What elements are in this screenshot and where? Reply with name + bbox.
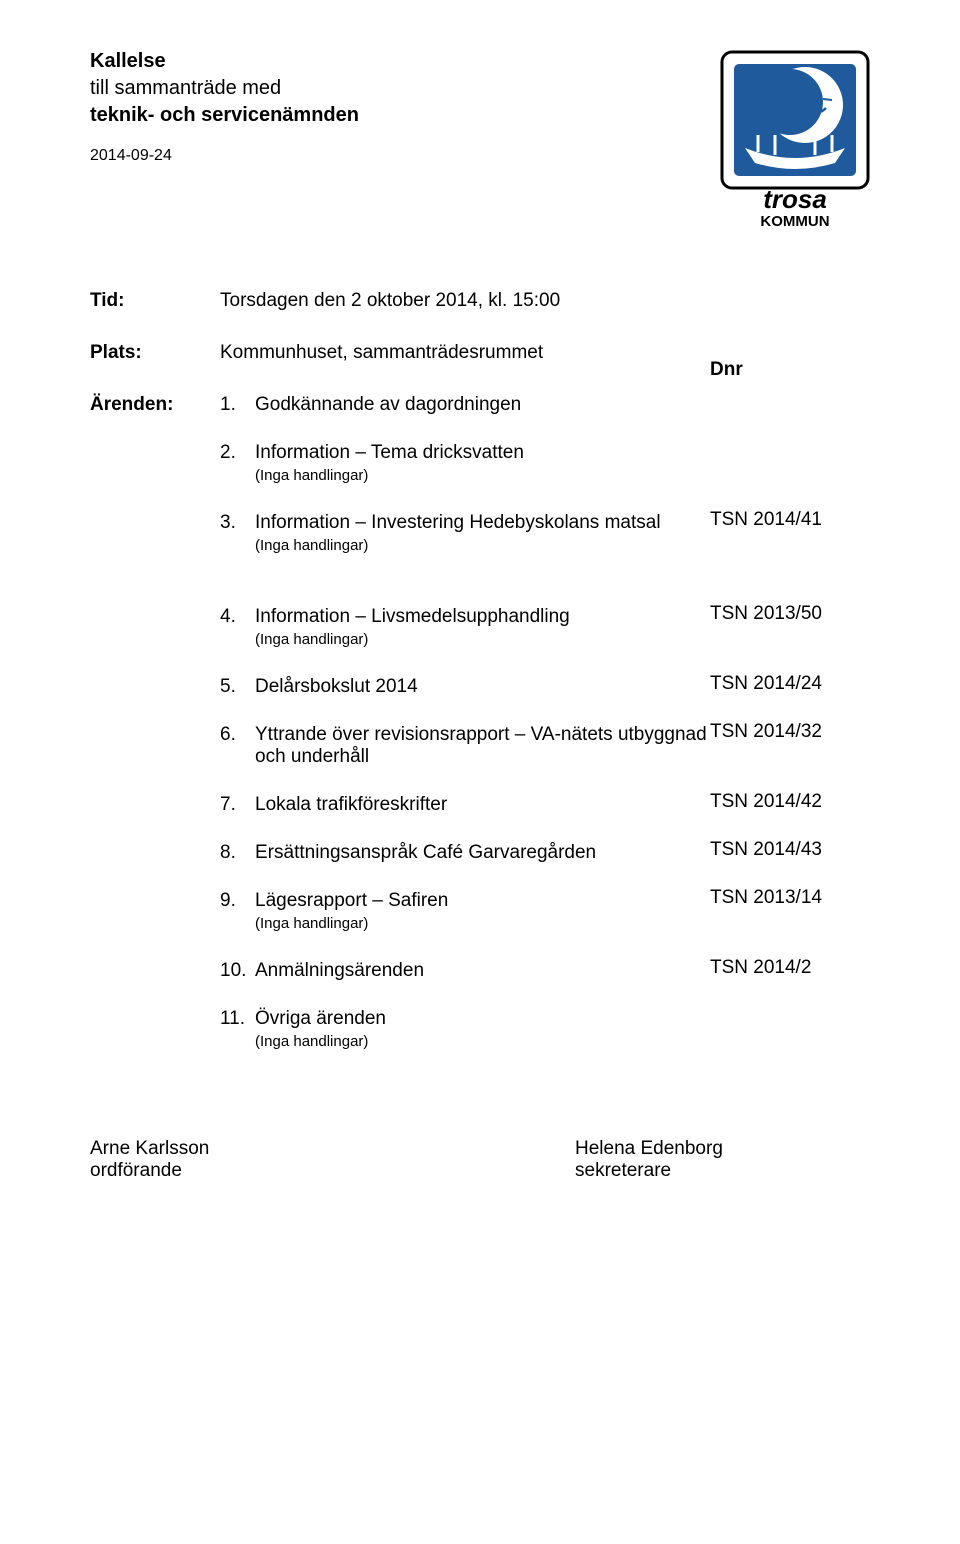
agenda-item-text: Godkännande av dagordningen bbox=[255, 394, 710, 416]
place-value: Kommunhuset, sammanträdesrummet bbox=[220, 342, 543, 364]
agenda-item-content: Information – Tema dricksvatten (Inga han… bbox=[255, 442, 710, 512]
logo: trosa KOMMUN bbox=[720, 50, 870, 230]
agenda-item-number: 7. bbox=[220, 794, 255, 842]
signatures: Arne Karlsson ordförande Helena Edenborg… bbox=[90, 1138, 870, 1182]
agenda-section: Ärenden: 1.Godkännande av dagordningen2.… bbox=[90, 394, 870, 1078]
agenda-item-note: (Inga handlingar) bbox=[255, 631, 710, 648]
dnr-entry bbox=[710, 391, 870, 439]
agenda-item: 9.Lägesrapport – Safiren (Inga handlingar… bbox=[220, 890, 710, 960]
agenda-item-note: (Inga handlingar) bbox=[255, 915, 710, 932]
agenda-items-container: 1.Godkännande av dagordningen2.Informati… bbox=[220, 394, 870, 1078]
agenda-item-number: 10. bbox=[220, 960, 255, 1008]
agenda-item: 3.Information – Investering Hedebyskolan… bbox=[220, 512, 710, 606]
agenda-item-text: Övriga ärenden bbox=[255, 1008, 710, 1030]
header-title: Kallelse bbox=[90, 50, 720, 73]
agenda-item-content: Information – Investering Hedebyskolans … bbox=[255, 512, 710, 606]
agenda-item-number: 8. bbox=[220, 842, 255, 890]
signature-left: Arne Karlsson ordförande bbox=[90, 1138, 385, 1182]
agenda-item-text: Anmälningsärenden bbox=[255, 960, 710, 982]
dnr-entry: TSN 2014/2 bbox=[710, 957, 870, 1005]
agenda-item: 5.Delårsbokslut 2014 bbox=[220, 676, 710, 724]
signature-left-name: Arne Karlsson bbox=[90, 1138, 385, 1160]
agenda-item-text: Ersättningsanspråk Café Garvaregården bbox=[255, 842, 710, 864]
agenda-item-number: 6. bbox=[220, 724, 255, 794]
dnr-entry: TSN 2014/43 bbox=[710, 839, 870, 887]
agenda-item-content: Information – Livsmedelsupphandling (Inga… bbox=[255, 606, 710, 676]
dnr-list: TSN 2014/41TSN 2013/50TSN 2014/24TSN 201… bbox=[710, 391, 870, 1075]
agenda-item-number: 3. bbox=[220, 512, 255, 606]
dnr-entry: TSN 2014/24 bbox=[710, 673, 870, 721]
agenda-item-note: (Inga handlingar) bbox=[255, 537, 710, 554]
agenda-item-content: Övriga ärenden (Inga handlingar) bbox=[255, 1008, 710, 1078]
header-subtitle-2: teknik- och servicenämnden bbox=[90, 104, 720, 127]
agenda-item-text: Lokala trafikföreskrifter bbox=[255, 794, 710, 816]
agenda-item: 6.Yttrande över revisionsrapport – VA-nä… bbox=[220, 724, 710, 794]
agenda-item-number: 5. bbox=[220, 676, 255, 724]
header-subtitle-1: till sammanträde med bbox=[90, 77, 720, 100]
agenda-item-number: 4. bbox=[220, 606, 255, 676]
signature-left-title: ordförande bbox=[90, 1160, 385, 1182]
agenda-item-content: Godkännande av dagordningen bbox=[255, 394, 710, 442]
signature-right-title: sekreterare bbox=[575, 1160, 870, 1182]
place-label: Plats: bbox=[90, 342, 220, 364]
dnr-entry bbox=[710, 439, 870, 509]
agenda-item-text: Information – Tema dricksvatten bbox=[255, 442, 710, 464]
time-row: Tid: Torsdagen den 2 oktober 2014, kl. 1… bbox=[90, 290, 870, 312]
trosa-kommun-logo-icon: trosa KOMMUN bbox=[720, 50, 870, 230]
agenda-item-number: 11. bbox=[220, 1008, 255, 1078]
agenda-item-content: Delårsbokslut 2014 bbox=[255, 676, 710, 724]
dnr-entry: TSN 2013/50 bbox=[710, 603, 870, 673]
svg-text:KOMMUN: KOMMUN bbox=[760, 213, 829, 230]
svg-text:trosa: trosa bbox=[763, 184, 827, 214]
dnr-entry: TSN 2014/41 bbox=[710, 509, 870, 603]
agenda-item-note: (Inga handlingar) bbox=[255, 467, 710, 484]
agenda-item-content: Lägesrapport – Safiren (Inga handlingar) bbox=[255, 890, 710, 960]
dnr-entry: TSN 2013/14 bbox=[710, 887, 870, 957]
agenda-item: 7.Lokala trafikföreskrifter bbox=[220, 794, 710, 842]
agenda-item: 2.Information – Tema dricksvatten (Inga h… bbox=[220, 442, 710, 512]
agenda-item-text: Information – Livsmedelsupphandling bbox=[255, 606, 710, 628]
agenda-dnr-column: Dnr TSN 2014/41TSN 2013/50TSN 2014/24TSN… bbox=[710, 394, 870, 1078]
dnr-entry bbox=[710, 1005, 870, 1075]
agenda-item-number: 2. bbox=[220, 442, 255, 512]
agenda-item-note: (Inga handlingar) bbox=[255, 1033, 710, 1050]
agenda-item-content: Ersättningsanspråk Café Garvaregården bbox=[255, 842, 710, 890]
agenda-item-text: Delårsbokslut 2014 bbox=[255, 676, 710, 698]
agenda-item-text: Yttrande över revisionsrapport – VA-näte… bbox=[255, 724, 710, 768]
agenda-item-text: Lägesrapport – Safiren bbox=[255, 890, 710, 912]
time-value: Torsdagen den 2 oktober 2014, kl. 15:00 bbox=[220, 290, 560, 312]
agenda-item-number: 1. bbox=[220, 394, 255, 442]
signature-right: Helena Edenborg sekreterare bbox=[575, 1138, 870, 1182]
agenda-label: Ärenden: bbox=[90, 394, 220, 1078]
agenda-item: 4.Information – Livsmedelsupphandling (In… bbox=[220, 606, 710, 676]
agenda-item-text: Information – Investering Hedebyskolans … bbox=[255, 512, 710, 534]
document-header: Kallelse till sammanträde med teknik- oc… bbox=[90, 50, 870, 230]
dnr-entry: TSN 2014/32 bbox=[710, 721, 870, 791]
time-label: Tid: bbox=[90, 290, 220, 312]
agenda-item-content: Lokala trafikföreskrifter bbox=[255, 794, 710, 842]
agenda-item-content: Yttrande över revisionsrapport – VA-näte… bbox=[255, 724, 710, 794]
header-text-block: Kallelse till sammanträde med teknik- oc… bbox=[90, 50, 720, 165]
meeting-info: Tid: Torsdagen den 2 oktober 2014, kl. 1… bbox=[90, 290, 870, 364]
dnr-entry: TSN 2014/42 bbox=[710, 791, 870, 839]
header-date: 2014-09-24 bbox=[90, 147, 720, 165]
agenda-item: 8.Ersättningsanspråk Café Garvaregården bbox=[220, 842, 710, 890]
agenda-item-content: Anmälningsärenden bbox=[255, 960, 710, 1008]
agenda-item: 11.Övriga ärenden (Inga handlingar) bbox=[220, 1008, 710, 1078]
agenda-item: 1.Godkännande av dagordningen bbox=[220, 394, 710, 442]
agenda-item-number: 9. bbox=[220, 890, 255, 960]
dnr-header: Dnr bbox=[710, 359, 870, 381]
signature-right-name: Helena Edenborg bbox=[575, 1138, 870, 1160]
agenda-list: 1.Godkännande av dagordningen2.Informati… bbox=[220, 394, 710, 1078]
agenda-item: 10.Anmälningsärenden bbox=[220, 960, 710, 1008]
